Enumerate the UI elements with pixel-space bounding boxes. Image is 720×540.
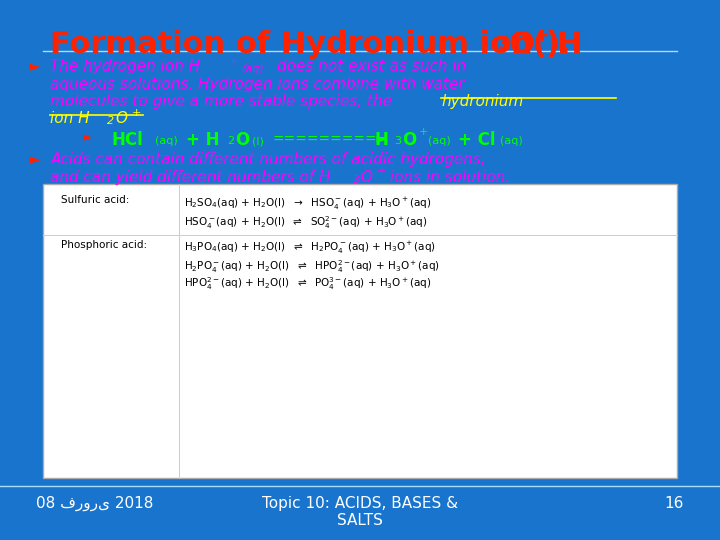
Text: The hydrogen ion H: The hydrogen ion H — [50, 59, 201, 75]
Text: H$_3$PO$_4$(aq) + H$_2$O(l)  $\rightleftharpoons$  H$_2$PO$_4^-$(aq) + H$_3$O$^+: H$_3$PO$_4$(aq) + H$_2$O(l) $\rightlefth… — [184, 240, 436, 256]
Text: (l): (l) — [252, 136, 264, 146]
Text: H$_2$PO$_4^-$(aq) + H$_2$O(l)  $\rightleftharpoons$  HPO$_4^{2-}$(aq) + H$_3$O$^: H$_2$PO$_4^-$(aq) + H$_2$O(l) $\rightlef… — [184, 258, 439, 275]
Text: O: O — [402, 131, 416, 149]
Text: +: + — [534, 27, 549, 45]
Text: Topic 10: ACIDS, BASES &
SALTS: Topic 10: ACIDS, BASES & SALTS — [262, 496, 458, 528]
Text: 3: 3 — [498, 35, 510, 53]
Text: +: + — [419, 127, 428, 137]
Text: hydronium: hydronium — [441, 94, 523, 109]
Text: Acids can contain different numbers of acidic hydrogens,: Acids can contain different numbers of a… — [50, 152, 486, 167]
FancyBboxPatch shape — [43, 184, 677, 478]
Text: 3: 3 — [395, 136, 402, 146]
Text: +: + — [229, 57, 238, 67]
Text: + H: + H — [186, 131, 220, 149]
Text: + Cl: + Cl — [458, 131, 495, 149]
Text: +: + — [132, 108, 141, 118]
Text: HCl: HCl — [112, 131, 143, 149]
Text: ►: ► — [29, 59, 40, 75]
Text: aqueous solutions. Hydrogen ions combine with water: aqueous solutions. Hydrogen ions combine… — [50, 77, 465, 92]
Text: O: O — [361, 170, 373, 185]
Text: =========►: =========► — [272, 131, 387, 145]
Text: H$_2$SO$_4$(aq) + H$_2$O(l)  $\rightarrow$  HSO$_4^-$(aq) + H$_3$O$^+$(aq): H$_2$SO$_4$(aq) + H$_2$O(l) $\rightarrow… — [184, 195, 431, 212]
Text: 16: 16 — [665, 496, 684, 511]
Text: ion H: ion H — [50, 111, 90, 126]
Text: and can yield different numbers of H: and can yield different numbers of H — [50, 170, 331, 185]
Text: Formation of Hydronium ion( H: Formation of Hydronium ion( H — [50, 30, 583, 59]
Text: +: + — [377, 166, 387, 177]
Text: 08 فروری 2018: 08 فروری 2018 — [36, 496, 153, 511]
Text: ►: ► — [83, 131, 92, 144]
Text: molecules to give a more stable species, the: molecules to give a more stable species,… — [50, 94, 397, 109]
Text: H: H — [374, 131, 388, 149]
Text: (aq): (aq) — [428, 136, 451, 146]
Text: (aq): (aq) — [500, 136, 523, 146]
Text: does not exist as such in: does not exist as such in — [277, 59, 467, 75]
Text: ►: ► — [29, 152, 40, 167]
Text: (aq): (aq) — [241, 64, 264, 74]
Text: O: O — [508, 30, 534, 59]
Text: Sulfuric acid:: Sulfuric acid: — [61, 195, 130, 206]
Text: 2: 2 — [227, 136, 234, 146]
Text: ).: ). — [546, 30, 572, 59]
Text: O: O — [235, 131, 249, 149]
Text: 2: 2 — [107, 116, 114, 126]
Text: 3: 3 — [353, 175, 360, 185]
Text: Phosphoric acid:: Phosphoric acid: — [61, 240, 148, 251]
Text: O: O — [115, 111, 127, 126]
Text: HSO$_4^-$(aq) + H$_2$O(l)  $\rightleftharpoons$  SO$_4^{2-}$(aq) + H$_3$O$^+$(aq: HSO$_4^-$(aq) + H$_2$O(l) $\rightlefthar… — [184, 214, 427, 231]
Text: HPO$_4^{2-}$(aq) + H$_2$O(l)  $\rightleftharpoons$  PO$_4^{3-}$(aq) + H$_3$O$^+$: HPO$_4^{2-}$(aq) + H$_2$O(l) $\rightleft… — [184, 275, 431, 292]
Text: ions in solution.: ions in solution. — [385, 170, 510, 185]
Text: (aq): (aq) — [155, 136, 178, 146]
